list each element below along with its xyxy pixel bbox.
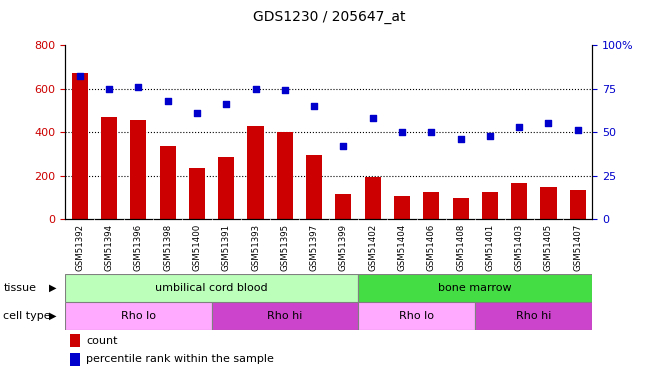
Point [543, 120, 553, 126]
Text: GSM51396: GSM51396 [134, 224, 143, 271]
Text: GSM51403: GSM51403 [515, 224, 523, 271]
Point [367, 115, 378, 121]
Point [514, 124, 524, 130]
Bar [511, 183, 527, 219]
Text: GSM51393: GSM51393 [251, 224, 260, 271]
Text: GSM51406: GSM51406 [427, 224, 436, 271]
Point [104, 86, 115, 92]
Point [484, 133, 495, 139]
Bar [570, 190, 586, 219]
Bar [452, 198, 469, 219]
Point [572, 128, 583, 134]
Bar [423, 192, 439, 219]
Text: Rho hi: Rho hi [267, 311, 303, 321]
Bar [358, 274, 592, 302]
Text: GSM51408: GSM51408 [456, 224, 465, 271]
Point [133, 84, 143, 90]
Text: count: count [86, 336, 118, 345]
Text: GSM51391: GSM51391 [222, 224, 230, 271]
Text: cell type: cell type [3, 311, 51, 321]
Text: GSM51405: GSM51405 [544, 224, 553, 271]
Bar [394, 196, 410, 219]
Text: GSM51407: GSM51407 [574, 224, 582, 271]
Bar [159, 146, 176, 219]
Bar [475, 302, 592, 330]
Point [339, 143, 349, 149]
Bar [540, 187, 557, 219]
Bar [189, 168, 205, 219]
Bar [365, 177, 381, 219]
Text: Rho lo: Rho lo [121, 311, 156, 321]
Point [191, 110, 202, 116]
Bar [212, 302, 358, 330]
Bar [358, 302, 475, 330]
Text: ▶: ▶ [49, 283, 57, 293]
Text: GSM51399: GSM51399 [339, 224, 348, 271]
Bar [70, 334, 80, 347]
Text: percentile rank within the sample: percentile rank within the sample [86, 354, 274, 364]
Point [163, 98, 173, 104]
Bar [247, 126, 264, 219]
Text: GDS1230 / 205647_at: GDS1230 / 205647_at [253, 10, 405, 24]
Point [250, 86, 260, 92]
Bar [72, 74, 88, 219]
Point [221, 101, 232, 107]
Text: bone marrow: bone marrow [438, 283, 512, 293]
Text: GSM51398: GSM51398 [163, 224, 172, 271]
Bar [101, 117, 117, 219]
Point [74, 74, 85, 80]
Bar [306, 155, 322, 219]
Point [396, 129, 408, 135]
Bar [335, 194, 352, 219]
Text: GSM51402: GSM51402 [368, 224, 377, 271]
Text: GSM51395: GSM51395 [281, 224, 289, 271]
Bar [218, 157, 234, 219]
Bar [65, 274, 358, 302]
Text: GSM51392: GSM51392 [76, 224, 84, 271]
Bar [482, 192, 498, 219]
Text: GSM51401: GSM51401 [486, 224, 494, 271]
Point [455, 136, 465, 142]
Text: Rho hi: Rho hi [516, 311, 551, 321]
Text: ▶: ▶ [49, 311, 57, 321]
Bar [70, 352, 80, 366]
Point [280, 87, 290, 93]
Text: tissue: tissue [3, 283, 36, 293]
Point [309, 103, 319, 109]
Bar [130, 120, 146, 219]
Text: GSM51397: GSM51397 [310, 224, 318, 271]
Text: Rho lo: Rho lo [399, 311, 434, 321]
Point [426, 129, 436, 135]
Bar [65, 302, 212, 330]
Bar [277, 132, 293, 219]
Text: GSM51400: GSM51400 [193, 224, 201, 271]
Text: umbilical cord blood: umbilical cord blood [155, 283, 268, 293]
Text: GSM51394: GSM51394 [105, 224, 113, 271]
Text: GSM51404: GSM51404 [398, 224, 406, 271]
